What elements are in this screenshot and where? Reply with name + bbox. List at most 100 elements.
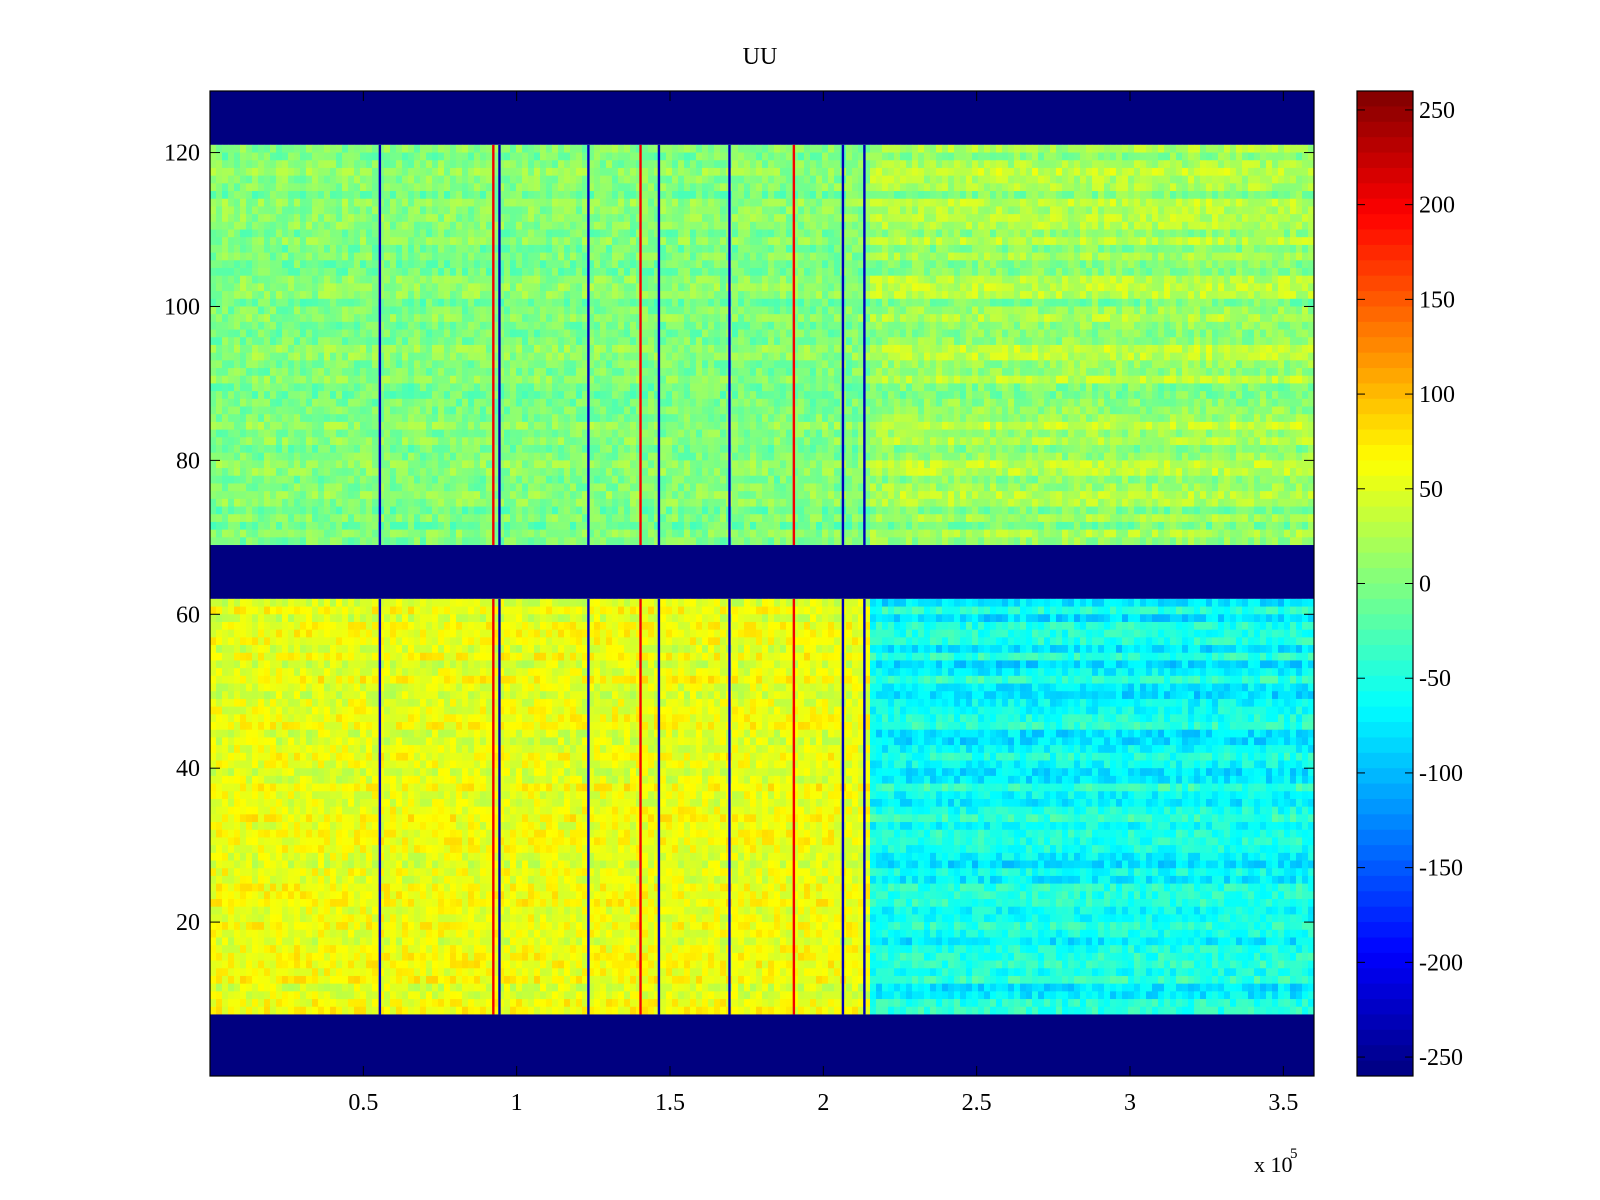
heatmap-cell <box>300 291 307 300</box>
heatmap-cell <box>276 260 283 269</box>
heatmap-cell <box>1278 298 1285 308</box>
heatmap-cell <box>810 167 817 177</box>
heatmap-cell <box>960 229 967 238</box>
heatmap-cell <box>1296 291 1303 300</box>
heatmap-cell <box>1128 306 1135 315</box>
heatmap-cell <box>816 306 823 315</box>
heatmap-cell <box>984 237 991 246</box>
heatmap-cell <box>576 221 583 231</box>
heatmap-cell <box>1056 144 1063 154</box>
heatmap-cell <box>948 244 955 254</box>
heatmap-cell <box>474 283 481 292</box>
heatmap-cell <box>552 329 559 338</box>
heatmap-cell <box>234 352 241 361</box>
heatmap-cell <box>1146 152 1153 161</box>
heatmap-cell <box>228 298 235 308</box>
heatmap-cell <box>252 237 259 246</box>
heatmap-cell <box>1026 337 1033 346</box>
heatmap-cell <box>582 298 589 308</box>
heatmap-cell <box>288 175 295 184</box>
heatmap-cell <box>396 337 403 346</box>
heatmap-cell <box>648 306 655 315</box>
heatmap-cell <box>906 221 913 231</box>
heatmap-cell <box>780 298 787 308</box>
heatmap-cell <box>1056 191 1063 200</box>
heatmap-cell <box>1068 344 1075 354</box>
heatmap-cell <box>1128 198 1135 208</box>
heatmap-cell <box>570 260 577 269</box>
heatmap-cell <box>450 144 457 154</box>
heatmap-cell <box>996 198 1003 208</box>
heatmap-cell <box>486 314 493 323</box>
heatmap-cell <box>648 160 655 169</box>
heatmap-cell <box>780 260 787 269</box>
heatmap-cell <box>420 306 427 315</box>
heatmap-cell <box>534 329 541 338</box>
heatmap-cell <box>1224 291 1231 300</box>
heatmap-cell <box>738 160 745 169</box>
heatmap-cell <box>336 175 343 184</box>
heatmap-cell <box>648 152 655 161</box>
heatmap-cell <box>1236 198 1243 208</box>
heatmap-cell <box>864 221 871 231</box>
heatmap-cell <box>1092 237 1099 246</box>
heatmap-cell <box>372 337 379 346</box>
heatmap-cell <box>558 221 565 231</box>
heatmap-cell <box>1080 329 1087 338</box>
heatmap-cell <box>342 252 349 261</box>
heatmap-cell <box>1218 191 1225 200</box>
heatmap-cell <box>612 260 619 269</box>
heatmap-cell <box>426 206 433 215</box>
heatmap-cell <box>978 260 985 269</box>
heatmap-cell <box>336 183 343 192</box>
heatmap-cell <box>324 344 331 354</box>
heatmap-cell <box>1068 183 1075 192</box>
heatmap-cell <box>948 321 955 331</box>
heatmap-cell <box>1074 214 1081 223</box>
heatmap-cell <box>1104 175 1111 184</box>
heatmap-cell <box>936 206 943 215</box>
heatmap-cell <box>1062 198 1069 208</box>
heatmap-cell <box>378 244 385 254</box>
heatmap-cell <box>1104 337 1111 346</box>
heatmap-cell <box>1008 183 1015 192</box>
heatmap-cell <box>252 244 259 254</box>
heatmap-cell <box>510 260 517 269</box>
heatmap-cell <box>1260 291 1267 300</box>
heatmap-cell <box>702 206 709 215</box>
heatmap-cell <box>1248 160 1255 169</box>
heatmap-cell <box>990 144 997 154</box>
heatmap-cell <box>534 183 541 192</box>
heatmap-cell <box>306 252 313 261</box>
heatmap-cell <box>276 283 283 292</box>
heatmap-cell <box>1260 214 1267 223</box>
heatmap-cell <box>750 260 757 269</box>
heatmap-cell <box>1020 191 1027 200</box>
heatmap-cell <box>852 237 859 246</box>
heatmap-cell <box>600 314 607 323</box>
heatmap-cell <box>1260 298 1267 308</box>
heatmap-cell <box>612 329 619 338</box>
heatmap-cell <box>432 167 439 177</box>
heatmap-cell <box>690 344 697 354</box>
heatmap-cell <box>1266 291 1273 300</box>
heatmap-cell <box>480 344 487 354</box>
heatmap-cell <box>402 244 409 254</box>
heatmap-cell <box>1176 252 1183 261</box>
heatmap-cell <box>846 314 853 323</box>
heatmap-cell <box>1254 275 1261 284</box>
heatmap-cell <box>390 306 397 315</box>
heatmap-cell <box>420 267 427 277</box>
heatmap-cell <box>588 252 595 261</box>
heatmap-cell <box>504 275 511 284</box>
heatmap-cell <box>264 221 271 231</box>
heatmap-cell <box>414 198 421 208</box>
heatmap-cell <box>1224 260 1231 269</box>
heatmap-cell <box>1200 152 1207 161</box>
heatmap-cell <box>288 144 295 154</box>
heatmap-cell <box>576 298 583 308</box>
heatmap-cell <box>960 152 967 161</box>
heatmap-cell <box>240 221 247 231</box>
heatmap-cell <box>342 183 349 192</box>
heatmap-cell <box>300 283 307 292</box>
